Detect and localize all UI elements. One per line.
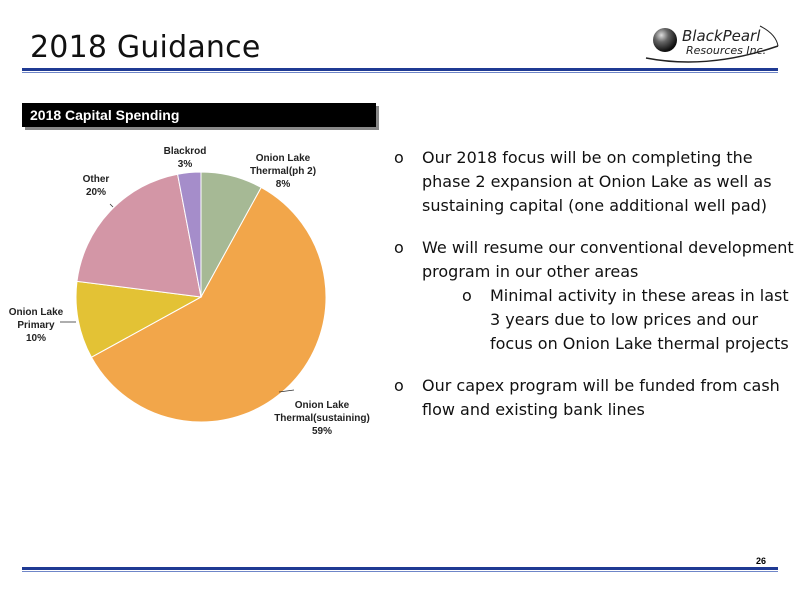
sub-bullet-text: Minimal activity in these areas in last … xyxy=(490,286,789,353)
data-label: Other 20% xyxy=(83,174,110,198)
section-title: 2018 Capital Spending xyxy=(30,107,180,123)
header-rule-thin xyxy=(22,72,778,73)
section-header: 2018 Capital Spending xyxy=(22,103,376,127)
sub-bullet-item: o Minimal activity in these areas in las… xyxy=(422,284,794,356)
logo-text: BlackPearl xyxy=(682,27,761,45)
pearl-icon xyxy=(653,28,677,52)
pie-slice-blackrod xyxy=(176,171,202,298)
footer-rule-thin xyxy=(22,571,778,572)
leader-line xyxy=(109,203,114,208)
data-label: Onion Lake Primary 10% xyxy=(9,307,64,344)
bullet-text: We will resume our conventional developm… xyxy=(422,238,794,281)
bullet-marker: o xyxy=(394,238,404,257)
pie-slice-onion-lake-primary xyxy=(75,280,203,358)
pie-slice-onion-lake-thermal-sustaining xyxy=(90,186,327,423)
data-label: Onion Lake Thermal(ph 2) 8% xyxy=(250,153,316,190)
bullet-text: Our capex program will be funded from ca… xyxy=(422,376,780,419)
bullet-marker: o xyxy=(394,376,404,395)
bullet-list: o Our 2018 focus will be on completing t… xyxy=(394,146,794,440)
sub-bullet-marker: o xyxy=(462,286,472,305)
bullet-item: o Our 2018 focus will be on completing t… xyxy=(394,146,794,218)
bullet-text: Our 2018 focus will be on completing the… xyxy=(422,148,772,215)
company-logo: BlackPearl Resources Inc. xyxy=(638,20,780,70)
page-number: 26 xyxy=(756,556,767,566)
footer-rule xyxy=(22,567,778,570)
bullet-item: o We will resume our conventional develo… xyxy=(394,236,794,356)
logo-subtext: Resources Inc. xyxy=(686,44,767,57)
leader-line xyxy=(278,389,295,393)
data-label: Onion Lake Thermal(sustaining) 59% xyxy=(274,400,370,437)
logo-swoosh xyxy=(645,25,779,63)
page-title: 2018 Guidance xyxy=(30,30,261,65)
pie-slice-other xyxy=(76,173,202,298)
bullet-item: o Our capex program will be funded from … xyxy=(394,374,794,422)
header-rule xyxy=(22,68,778,71)
capital-spending-pie-chart: Onion Lake Thermal(ph 2) 8% Onion Lake Therm… xyxy=(9,146,370,437)
bullet-marker: o xyxy=(394,148,404,167)
data-label: Blackrod 3% xyxy=(164,146,207,170)
sub-bullet-list: o Minimal activity in these areas in las… xyxy=(422,284,794,356)
